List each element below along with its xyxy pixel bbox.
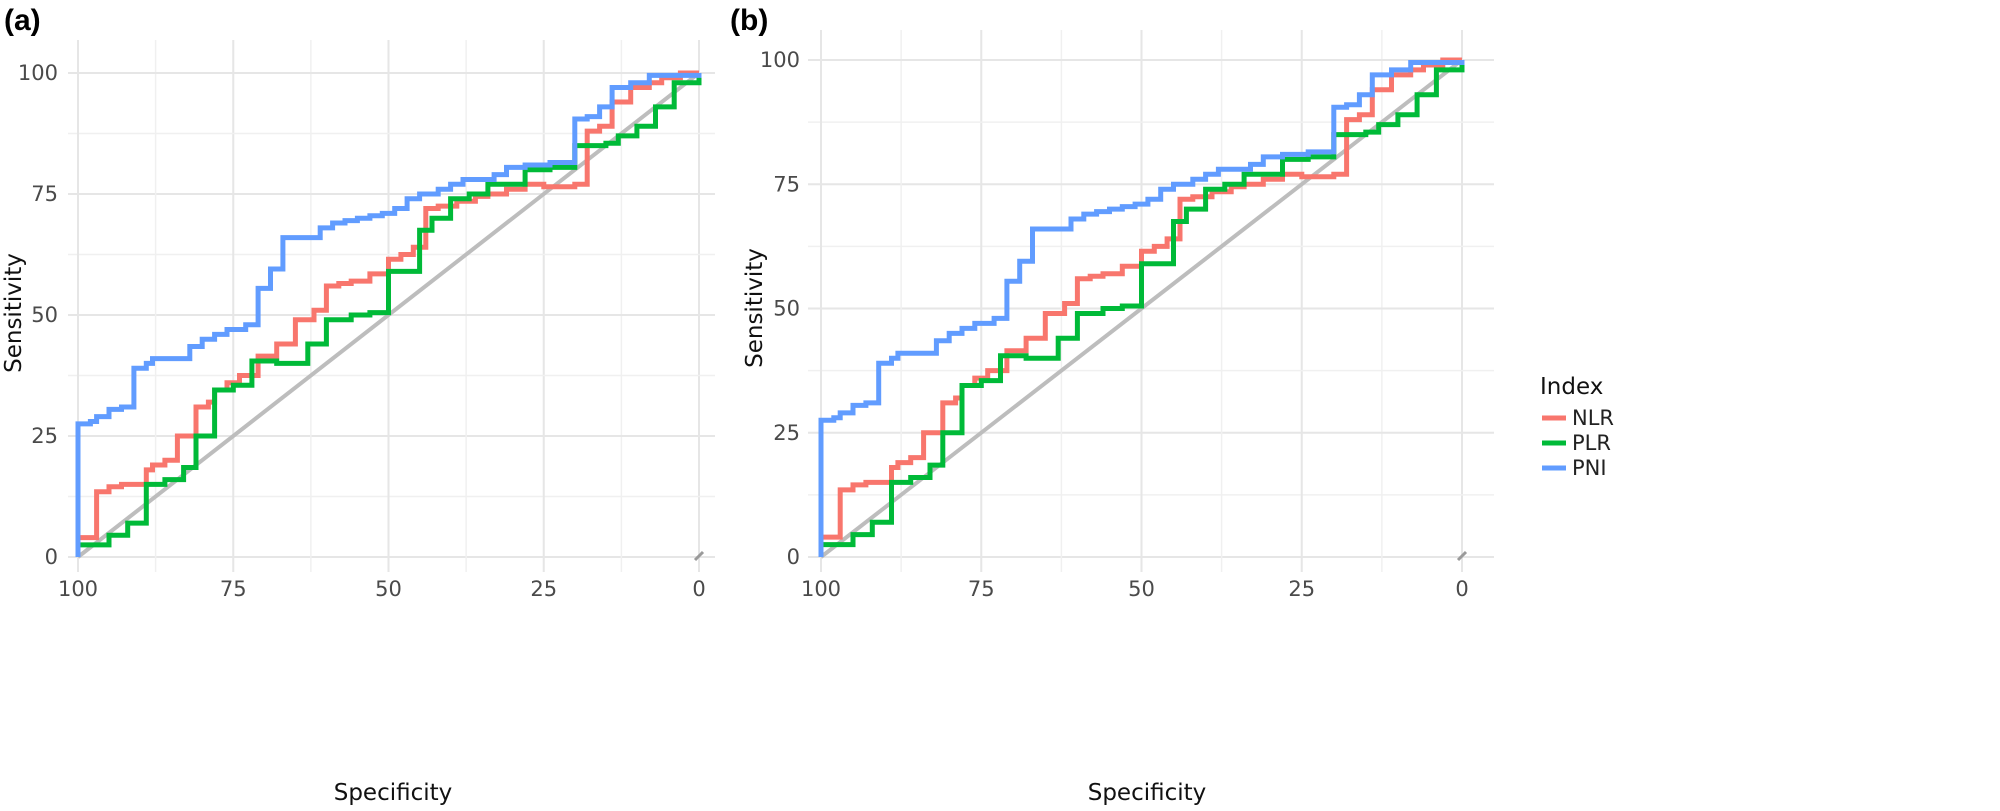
series-line-pni: [818, 60, 1465, 557]
y-tick-label: 25: [31, 424, 58, 448]
x-tick-label: 50: [1128, 577, 1155, 601]
series-line-plr: [75, 73, 702, 557]
y-tick-label: 0: [787, 545, 800, 569]
series-line-nlr: [75, 70, 699, 557]
panel-b: (b) 100 75 50 25 0 0 25 50 75 100 Specificity Sen…: [730, 4, 1494, 806]
legend-title: Index: [1540, 374, 1603, 400]
panel-a-label: (a): [4, 4, 41, 37]
y-tick-label: 25: [773, 421, 800, 445]
panel-b-series: [818, 57, 1465, 557]
series-line-plr: [818, 60, 1465, 557]
axis-break-mark: [1456, 550, 1468, 562]
legend-label-plr: PLR: [1572, 431, 1611, 455]
panel-b-x-axis-title: Specificity: [1088, 780, 1207, 806]
y-tick-label: 0: [45, 545, 58, 569]
x-tick-label: 100: [58, 577, 98, 601]
panel-a-y-axis-title: Sensitivity: [1, 253, 27, 373]
legend-label-nlr: NLR: [1572, 406, 1614, 430]
panel-b-ticks: 100 75 50 25 0 0 25 50 75 100: [760, 48, 1469, 601]
x-tick-label: 75: [968, 577, 995, 601]
x-tick-label: 25: [1288, 577, 1315, 601]
x-tick-label: 100: [801, 577, 841, 601]
y-tick-label: 50: [31, 303, 58, 327]
panel-a-grid: [68, 40, 715, 572]
axis-break-mark: [693, 550, 705, 562]
legend-label-pni: PNI: [1572, 456, 1607, 480]
y-tick-label: 100: [760, 48, 800, 72]
y-tick-label: 75: [773, 172, 800, 196]
x-tick-label: 50: [375, 577, 402, 601]
panel-a: (a) 100 75 50 25 0 0 25 50 75 100 Specificity Sen…: [1, 4, 715, 806]
panel-a-x-axis-title: Specificity: [334, 780, 453, 806]
x-tick-label: 25: [530, 577, 557, 601]
panel-b-label: (b): [730, 4, 768, 37]
y-tick-label: 50: [773, 297, 800, 321]
panel-a-ticks: 100 75 50 25 0 0 25 50 75 100: [18, 61, 706, 601]
series-line-pni: [75, 72, 702, 557]
x-tick-label: 0: [1455, 577, 1468, 601]
x-tick-label: 0: [692, 577, 705, 601]
x-tick-label: 75: [220, 577, 247, 601]
y-tick-label: 75: [31, 182, 58, 206]
panel-b-y-axis-title: Sensitivity: [742, 248, 768, 368]
series-line-nlr: [818, 57, 1462, 557]
panel-a-series: [75, 70, 702, 557]
y-tick-label: 100: [18, 61, 58, 85]
